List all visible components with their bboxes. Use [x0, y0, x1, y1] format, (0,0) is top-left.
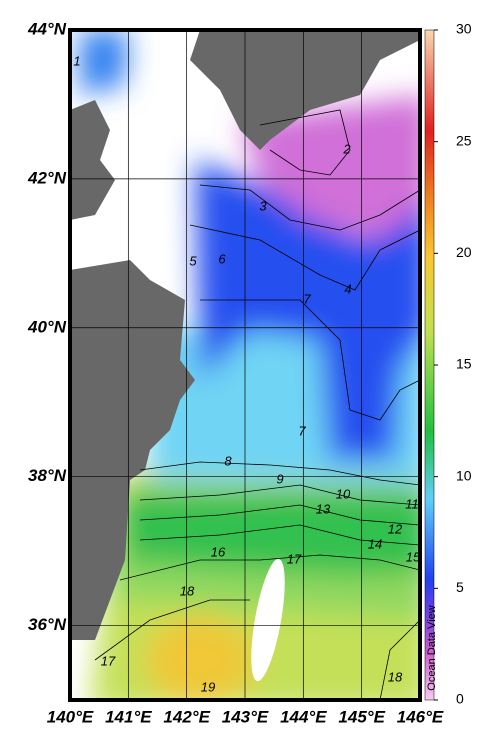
- colorbar: [424, 29, 435, 701]
- contour-label: 7: [303, 291, 311, 306]
- contour-label: 14: [368, 536, 382, 551]
- credit: Ocean Data View: [426, 605, 438, 690]
- contour-label: 1: [73, 53, 80, 68]
- grid: [70, 30, 420, 700]
- x-tick-label: 141°E: [105, 707, 152, 726]
- field: [70, 30, 420, 700]
- contour-label: 17: [101, 653, 116, 668]
- x-tick-label: 140°E: [47, 707, 94, 726]
- contour-label: 19: [201, 679, 215, 694]
- y-tick-label: 38°N: [28, 466, 67, 485]
- contour-label: 5: [189, 253, 197, 268]
- contour-label: 15: [406, 549, 421, 564]
- y-tick-label: 44°N: [27, 19, 67, 38]
- contour-label: 4: [344, 281, 351, 296]
- colorbar-label: 20: [456, 244, 472, 260]
- contour-label: 17: [287, 551, 302, 566]
- y-tick-label: 40°N: [27, 317, 67, 336]
- contour-label: 7: [298, 423, 306, 438]
- x-tick-label: 146°E: [397, 707, 444, 726]
- x-tick-label: 142°E: [163, 707, 210, 726]
- y-tick-label: 36°N: [28, 615, 67, 634]
- x-tick-label: 144°E: [280, 707, 327, 726]
- x-tick-label: 143°E: [222, 707, 269, 726]
- contour-label: 8: [224, 453, 232, 468]
- contour-label: 9: [276, 471, 283, 486]
- x-tick-label: 145°E: [338, 707, 385, 726]
- colorbar-label: 5: [456, 579, 464, 595]
- frame: [68, 28, 422, 702]
- contour-label: 16: [211, 544, 226, 559]
- contour-label: 11: [405, 496, 419, 511]
- colorbar-label: 0: [456, 691, 464, 707]
- contour-label: 12: [388, 521, 403, 536]
- contour-label: 13: [316, 501, 331, 516]
- contour-label: 3: [259, 198, 267, 213]
- colorbar-label: 25: [456, 132, 472, 148]
- contour-label: 6: [218, 251, 226, 266]
- colorbar-label: 15: [456, 356, 472, 372]
- colorbar-label: 30: [456, 21, 472, 37]
- y-tick-label: 42°N: [27, 168, 67, 187]
- contour-label: 2: [342, 141, 351, 156]
- contour-label: 18: [180, 583, 195, 598]
- contour-label: 10: [336, 486, 351, 501]
- colorbar-label: 10: [456, 467, 472, 483]
- contour-label: 18: [388, 669, 403, 684]
